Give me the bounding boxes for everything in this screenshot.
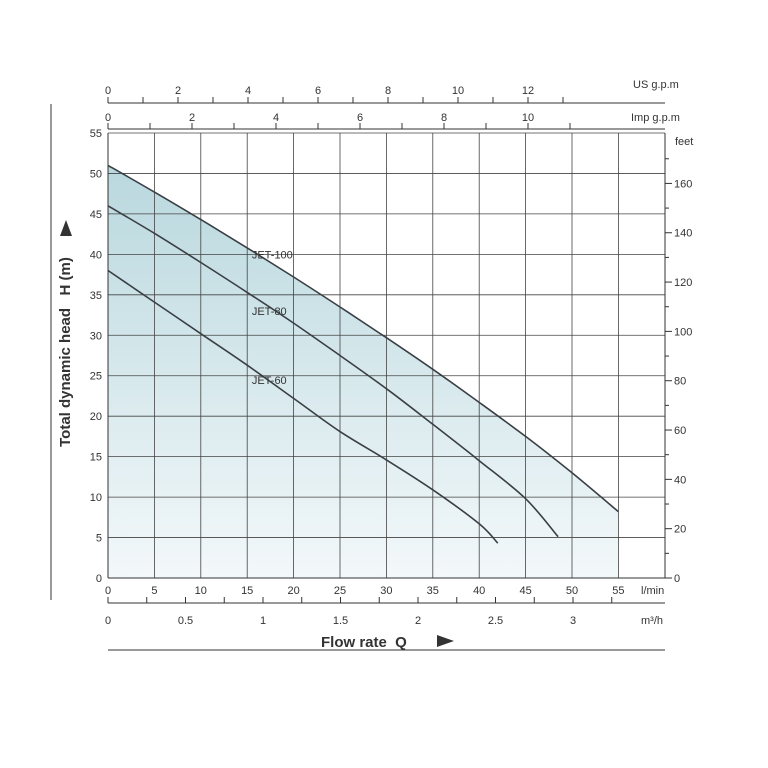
axis-tick-label: 2.5 (488, 615, 503, 627)
axis-tick-label: 10 (522, 112, 534, 124)
axis-tick-label: 2 (175, 85, 181, 97)
x-tick-label: 5 (151, 585, 157, 597)
x-axis-arrow-icon (437, 635, 454, 647)
x-tick-label: 50 (566, 585, 578, 597)
y-tick-label: 5 (96, 533, 102, 545)
x-tick-label: 10 (195, 585, 207, 597)
feet-tick-label: 80 (674, 376, 686, 388)
feet-unit: feet (675, 136, 693, 148)
axis-tick-label: 0.5 (178, 615, 193, 627)
grid (108, 132, 665, 578)
series-labels: JET-100 JET-80 JET-60 (252, 249, 293, 386)
axis-tick-label: 6 (315, 85, 321, 97)
axis-tick-label: 4 (245, 85, 251, 97)
y-tick-label: 35 (90, 290, 102, 302)
series-line-jet-60 (107, 269, 499, 544)
y-tick-label: 15 (90, 452, 102, 464)
lmin-unit: l/min (641, 585, 664, 597)
y-tick-label: 20 (90, 411, 102, 423)
axis-tick-label: 0 (105, 615, 111, 627)
feet-tick-label: 0 (674, 573, 680, 585)
axis-tick-label: 0 (105, 85, 111, 97)
feet-tick-label: 60 (674, 425, 686, 437)
x-tick-label: 25 (334, 585, 346, 597)
x-tick-label: 45 (519, 585, 531, 597)
axis-tick-label: 4 (273, 112, 279, 124)
axis-tick-label: 1 (260, 615, 266, 627)
feet-tick-label: 140 (674, 228, 692, 240)
imp-gpm-unit: Imp g.p.m (631, 112, 680, 124)
axis-tick-label: 1.5 (333, 615, 348, 627)
y-tick-label: 55 (90, 128, 102, 140)
series-label-jet-80: JET-80 (252, 306, 287, 318)
x-axis-title-group: Flow rate Q (321, 634, 454, 651)
x-tick-label: 20 (287, 585, 299, 597)
axis-tick-label: 6 (357, 112, 363, 124)
y-tick-label: 25 (90, 371, 102, 383)
series-line-jet-100 (107, 164, 619, 513)
axis-tick-label: 2 (189, 112, 195, 124)
y-tick-label: 45 (90, 209, 102, 221)
axis-tick-label: 2 (415, 615, 421, 627)
x-tick-label: 40 (473, 585, 485, 597)
x-tick-label: 15 (241, 585, 253, 597)
axis-tick-label: 12 (522, 85, 534, 97)
x-tick-label: 55 (612, 585, 624, 597)
feet-tick-label: 100 (674, 326, 692, 338)
x-tick-label: 30 (380, 585, 392, 597)
y-axis-title: Total dynamic head H (m) (57, 257, 74, 447)
series-label-jet-100: JET-100 (252, 249, 293, 261)
series-label-jet-60: JET-60 (252, 375, 287, 387)
feet-tick-label: 120 (674, 277, 692, 289)
y-axis-arrow-icon (60, 220, 72, 236)
x-tick-labels: 0 5 10 15 20 25 30 35 40 45 50 55 (105, 585, 625, 597)
series-line-jet-80 (107, 205, 559, 538)
axis-tick-label: 0 (105, 112, 111, 124)
y-tick-label: 30 (90, 330, 102, 342)
feet-tick-label: 40 (674, 474, 686, 486)
y-axis-title-group: Total dynamic head H (m) (57, 220, 74, 447)
m3h-unit: m³/h (641, 615, 663, 627)
x-tick-label: 0 (105, 585, 111, 597)
us-gpm-unit: US g.p.m (633, 79, 679, 91)
feet-tick-label: 20 (674, 524, 686, 536)
us-gpm-axis: US g.p.m 0 2 4 6 8 10 12 (105, 79, 679, 104)
lmin-axis: l/min (641, 585, 664, 597)
series-lines (107, 164, 619, 544)
feet-tick-label: 160 (674, 178, 692, 190)
axis-tick-label: 3 (570, 615, 576, 627)
feet-axis: feet 0 20 40 60 80 100 120 140 160 (665, 136, 693, 585)
axis-tick-label: 8 (441, 112, 447, 124)
x-axis-title: Flow rate Q (321, 634, 407, 651)
m3h-axis: m³/h 0 0.5 1 1.5 2 2.5 3 (105, 597, 665, 627)
y-tick-labels: 0 5 10 15 20 25 30 35 40 45 50 55 (90, 128, 102, 585)
x-tick-label: 35 (427, 585, 439, 597)
y-tick-label: 10 (90, 492, 102, 504)
y-tick-label: 40 (90, 249, 102, 261)
imp-gpm-axis: Imp g.p.m 0 2 4 6 8 10 (105, 112, 680, 130)
axis-tick-label: 8 (385, 85, 391, 97)
y-tick-label: 0 (96, 573, 102, 585)
axis-tick-label: 10 (452, 85, 464, 97)
y-tick-label: 50 (90, 168, 102, 180)
